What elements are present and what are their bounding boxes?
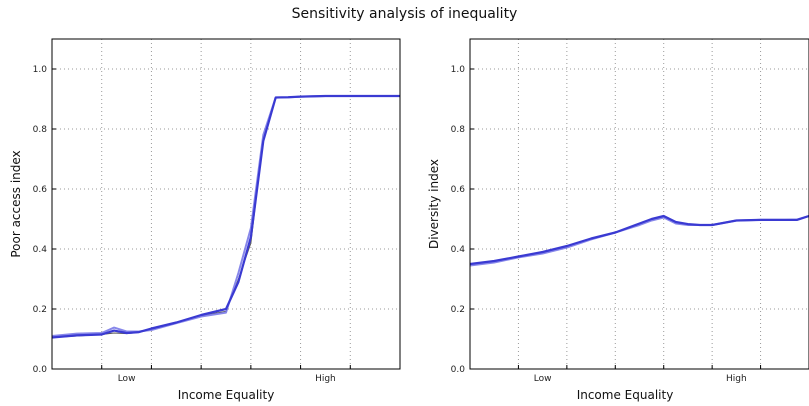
y-tick-label: 0.6 <box>33 185 48 195</box>
series-line-1 <box>51 95 400 338</box>
x-tick-label: High <box>726 374 747 384</box>
x-tick-label: Low <box>118 374 136 384</box>
y-tick-label: 1.0 <box>451 65 466 75</box>
y-tick-label: 0.0 <box>451 365 466 375</box>
series-line-3 <box>51 94 400 339</box>
x-tick-label: Low <box>534 374 552 384</box>
x-axis-title: Income Equality <box>178 388 275 402</box>
chart-title: Sensitivity analysis of inequality <box>291 6 518 22</box>
x-axis-title: Income Equality <box>577 388 674 402</box>
y-tick-label: 0.4 <box>33 245 48 255</box>
y-tick-label: 1.0 <box>33 65 48 75</box>
y-tick-label: 0.8 <box>33 125 48 135</box>
x-tick-label: High <box>315 374 336 384</box>
y-tick-label: 0.6 <box>451 185 466 195</box>
plot-frame <box>51 38 401 370</box>
y-tick-label: 0.8 <box>451 125 466 135</box>
y-tick-label: 0.4 <box>451 245 466 255</box>
plot-frame <box>469 38 809 370</box>
y-axis-title: Diversity index <box>427 159 441 249</box>
series-line-2 <box>51 95 400 337</box>
chart-panel-2: 0.0 0.2 0.4 0.6 0.8 1.0 Low High Income Equality… <box>427 38 809 402</box>
series-line-2 <box>469 214 809 266</box>
y-tick-label: 0.2 <box>451 305 465 315</box>
y-tick-label: 0.2 <box>33 305 47 315</box>
chart-panel-1: 0.0 0.2 0.4 0.6 0.8 1.0 Low High Income Equality… <box>9 38 401 402</box>
y-tick-label: 0.0 <box>33 365 48 375</box>
y-axis-title: Poor access index <box>9 150 23 257</box>
